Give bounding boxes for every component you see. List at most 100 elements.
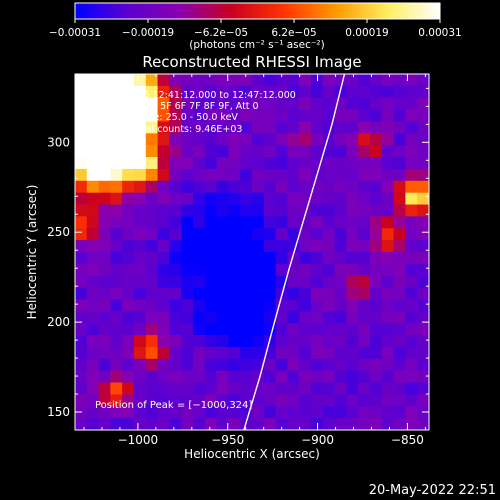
heatmap-cell [393, 287, 406, 301]
heatmap-cell [228, 109, 241, 123]
heatmap-cell [122, 204, 135, 217]
heatmap-cell [193, 346, 206, 360]
heatmap-cell [346, 287, 359, 301]
heatmap-cell [287, 109, 300, 123]
heatmap-cell [240, 85, 253, 99]
heatmap-cell [287, 180, 300, 194]
x-tick-label: −900 [301, 433, 334, 447]
heatmap-cell [287, 287, 300, 301]
heatmap-cell [240, 323, 253, 336]
heatmap-cell [417, 168, 429, 182]
heatmap-cell [358, 382, 371, 395]
heatmap-cell [75, 74, 88, 87]
heatmap-cell [169, 133, 182, 146]
heatmap-cell [334, 406, 347, 419]
heatmap-cell [98, 145, 111, 158]
heatmap-cell [334, 370, 347, 384]
heatmap-cell [181, 275, 194, 289]
heatmap-cell [263, 168, 277, 182]
heatmap-cell [75, 168, 88, 182]
heatmap-cell [193, 406, 206, 419]
heatmap-cell [381, 97, 395, 111]
heatmap-cell [358, 358, 371, 372]
heatmap-cell [263, 145, 277, 158]
heatmap-cell [393, 263, 406, 277]
heatmap-cell [181, 216, 194, 229]
heatmap-cell [98, 133, 111, 146]
heatmap-cell [181, 109, 194, 123]
heatmap-cell [134, 275, 147, 289]
heatmap-cell [346, 311, 359, 324]
heatmap-cell [252, 180, 265, 194]
heatmap-cell [381, 335, 395, 348]
heatmap-cell [122, 299, 135, 312]
heatmap-cell [287, 157, 300, 170]
heatmap-cell [287, 311, 300, 324]
heatmap-cell [405, 335, 418, 348]
heatmap-cell [86, 418, 100, 430]
heatmap-cell [381, 228, 395, 241]
heatmap-cell [75, 109, 88, 123]
heatmap-cell [181, 180, 194, 194]
heatmap-cell [358, 216, 371, 229]
heatmap-cell [110, 382, 123, 395]
heatmap-cell [263, 299, 277, 312]
heatmap-cell [204, 97, 218, 111]
heatmap-cell [287, 74, 300, 87]
heatmap-cell [86, 85, 100, 99]
heatmap-cell [370, 275, 383, 289]
heatmap-cell [240, 394, 253, 407]
heatmap-cell [98, 192, 111, 206]
heatmap-cell [204, 145, 218, 158]
heatmap-cell [228, 74, 241, 87]
heatmap-cell [299, 85, 312, 99]
heatmap-cell [346, 157, 359, 170]
heatmap-cell [358, 406, 371, 419]
heatmap-cell [287, 252, 300, 265]
heatmap-cell [299, 394, 312, 407]
heatmap-cell [122, 252, 135, 265]
heatmap-cell [86, 121, 100, 134]
heatmap-cell [181, 418, 194, 430]
heatmap-cell [240, 216, 253, 229]
heatmap-cell [311, 299, 324, 312]
heatmap-cell [358, 192, 371, 206]
heatmap-cell [381, 192, 395, 206]
heatmap-cell [417, 263, 429, 277]
heatmap-cell [157, 358, 170, 372]
heatmap-cell [334, 74, 347, 87]
heatmap-cell [145, 323, 159, 336]
heatmap-cell [346, 228, 359, 241]
heatmap-cell [405, 275, 418, 289]
heatmap-cell [381, 204, 395, 217]
heatmap-cell [122, 418, 135, 430]
heatmap-cell [110, 394, 123, 407]
heatmap-cell [370, 228, 383, 241]
heatmap-cell [417, 145, 429, 158]
heatmap-cell [134, 287, 147, 301]
heatmap-cell [322, 192, 336, 206]
colorbar-tick-label: 0.00031 [418, 27, 461, 39]
heatmap-cell [287, 228, 300, 241]
heatmap-cell [157, 85, 170, 99]
heatmap-cell [393, 358, 406, 372]
heatmap-cell [228, 252, 241, 265]
heatmap-cell [417, 97, 429, 111]
heatmap-cell [157, 323, 170, 336]
heatmap-cell [181, 263, 194, 277]
heatmap-cell [122, 382, 135, 395]
heatmap-cell [417, 252, 429, 265]
heatmap-cell [204, 287, 218, 301]
heatmap-cell [417, 299, 429, 312]
heatmap-cell [75, 157, 88, 170]
heatmap-cell [145, 287, 159, 301]
heatmap-cell [346, 323, 359, 336]
heatmap-cell [311, 263, 324, 277]
heatmap-cell [358, 370, 371, 384]
heatmap-cell [287, 192, 300, 206]
heatmap-cell [311, 216, 324, 229]
heatmap-cell [134, 346, 147, 360]
heatmap-cell [334, 394, 347, 407]
heatmap-cell [145, 346, 159, 360]
heatmap-cell [204, 133, 218, 146]
